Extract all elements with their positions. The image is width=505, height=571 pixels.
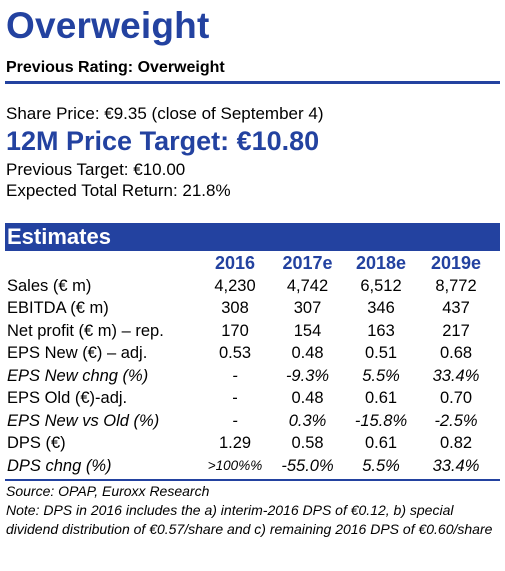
table-cell: 33.4% <box>432 456 480 475</box>
table-cell: 0.70 <box>439 389 473 407</box>
row-label: Sales (€ m) <box>7 276 92 295</box>
previous-rating: Previous Rating: Overweight <box>6 59 225 76</box>
divider-bottom <box>5 479 500 481</box>
table-cell: 346 <box>367 299 395 317</box>
table-cell: - <box>232 411 238 430</box>
table-row: Net profit (€ m) – rep. 170 154 163 217 <box>5 320 495 343</box>
row-label: EPS New vs Old (%) <box>7 411 160 430</box>
estimates-header-bar: Estimates <box>5 223 500 251</box>
column-header: 2019e <box>430 253 482 273</box>
table-cell: 0.53 <box>218 344 252 362</box>
table-cell: -9.3% <box>285 366 330 385</box>
table-cell: 0.58 <box>291 434 324 452</box>
table-cell: 170 <box>221 321 249 340</box>
row-label: DPS (€) <box>7 434 66 452</box>
table-cell: 0.3% <box>288 411 327 430</box>
table-row: DPS (€) 1.29 0.58 0.61 0.82 <box>5 432 495 455</box>
row-label: EPS New chng (%) <box>7 366 149 385</box>
table-cell: 0.82 <box>439 434 473 452</box>
table-cell: 5.5% <box>362 456 400 475</box>
estimates-title: Estimates <box>7 224 111 249</box>
previous-target: Previous Target: €10.00 <box>6 160 186 179</box>
header-label-cell <box>5 252 200 275</box>
source-note: Source: OPAP, Euroxx Research <box>6 483 210 499</box>
column-header: 2016 <box>214 253 256 273</box>
table-cell: 33.4% <box>432 366 480 385</box>
share-price: Share Price: €9.35 (close of September 4… <box>6 104 324 123</box>
table-cell: 0.51 <box>364 344 398 362</box>
table-row: EPS Old (€)-adj. - 0.48 0.61 0.70 <box>5 387 495 410</box>
table-row: EBITDA (€ m) 308 307 346 437 <box>5 297 495 320</box>
table-cell: 0.48 <box>291 344 324 362</box>
divider-top <box>5 81 500 84</box>
column-header: 2017e <box>282 253 333 273</box>
expected-total-return: Expected Total Return: 21.8% <box>6 181 231 200</box>
table-cell: -15.8% <box>354 411 408 430</box>
table-row: EPS New vs Old (%) - 0.3% -15.8% -2.5% <box>5 410 495 433</box>
table-cell: 217 <box>442 321 470 340</box>
table-cell: 0.61 <box>364 434 398 452</box>
row-label: EPS Old (€)-adj. <box>7 389 128 407</box>
table-cell: 163 <box>367 321 395 340</box>
table-cell: 0.48 <box>291 389 324 407</box>
table-header-row: 2016 2017e 2018e 2019e <box>5 252 495 275</box>
table-cell: 1.29 <box>218 434 252 452</box>
table-cell: >100%% <box>207 457 263 473</box>
table-cell: 6,512 <box>360 276 402 295</box>
row-label: DPS chng (%) <box>7 456 112 475</box>
table-cell: 5.5% <box>362 366 400 385</box>
row-label: EPS New (€) – adj. <box>7 344 148 362</box>
row-label: Net profit (€ m) – rep. <box>7 321 164 340</box>
column-header: 2018e <box>355 253 407 273</box>
table-cell: 437 <box>442 299 470 317</box>
table-cell: 4,230 <box>214 276 256 295</box>
row-label: EBITDA (€ m) <box>7 299 109 317</box>
table-row: EPS New (€) – adj. 0.53 0.48 0.51 0.68 <box>5 342 495 365</box>
table-cell: 308 <box>221 299 249 317</box>
price-target: 12M Price Target: €10.80 <box>6 126 320 156</box>
table-cell: 154 <box>293 321 322 340</box>
table-cell: 0.68 <box>439 344 473 362</box>
table-row: Sales (€ m) 4,230 4,742 6,512 8,772 <box>5 275 495 298</box>
table-cell: 0.61 <box>364 389 398 407</box>
table-row: EPS New chng (%) - -9.3% 5.5% 33.4% <box>5 365 495 388</box>
footnote: Note: DPS in 2016 includes the a) interi… <box>6 502 493 537</box>
table-cell: - <box>232 389 238 407</box>
table-cell: 4,742 <box>286 276 329 295</box>
table-cell: -55.0% <box>281 456 334 475</box>
table-cell: -2.5% <box>434 411 478 430</box>
table-row: DPS chng (%) >100%% -55.0% 5.5% 33.4% <box>5 455 495 478</box>
estimates-table: 2016 2017e 2018e 2019e Sales (€ m) 4,230… <box>5 252 495 477</box>
table-cell: - <box>232 366 238 385</box>
table-cell: 307 <box>293 299 322 317</box>
rating-title: Overweight <box>6 5 210 46</box>
table-cell: 8,772 <box>435 276 477 295</box>
